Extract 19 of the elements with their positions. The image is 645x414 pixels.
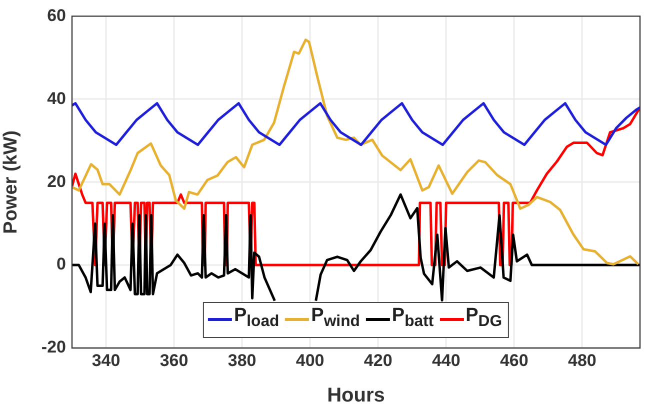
x-tick-label: 440	[432, 350, 460, 370]
x-tick-label: 340	[92, 350, 120, 370]
x-tick-label: 460	[500, 350, 528, 370]
x-tick-label: 420	[364, 350, 392, 370]
y-tick-label: 40	[47, 88, 66, 108]
y-axis-title: Power (kW)	[0, 130, 22, 234]
x-tick-label: 360	[160, 350, 188, 370]
y-tick-label: 20	[47, 172, 66, 191]
y-tick-label: 0	[56, 254, 66, 274]
x-tick-label: 380	[228, 350, 256, 370]
x-tick-label: 480	[568, 350, 596, 370]
legend-label: P$_{batt}$	[392, 304, 434, 332]
y-tick-label: -20	[41, 338, 66, 357]
y-tick-label: 60	[47, 6, 66, 25]
x-tick-label: 400	[296, 350, 324, 370]
legend-label: P$_{DG}$	[466, 304, 502, 332]
legend-label: P$_{load}$	[234, 304, 280, 332]
legend-label: P$_{wind}$	[311, 304, 360, 332]
x-axis-title: Hours	[327, 384, 385, 407]
